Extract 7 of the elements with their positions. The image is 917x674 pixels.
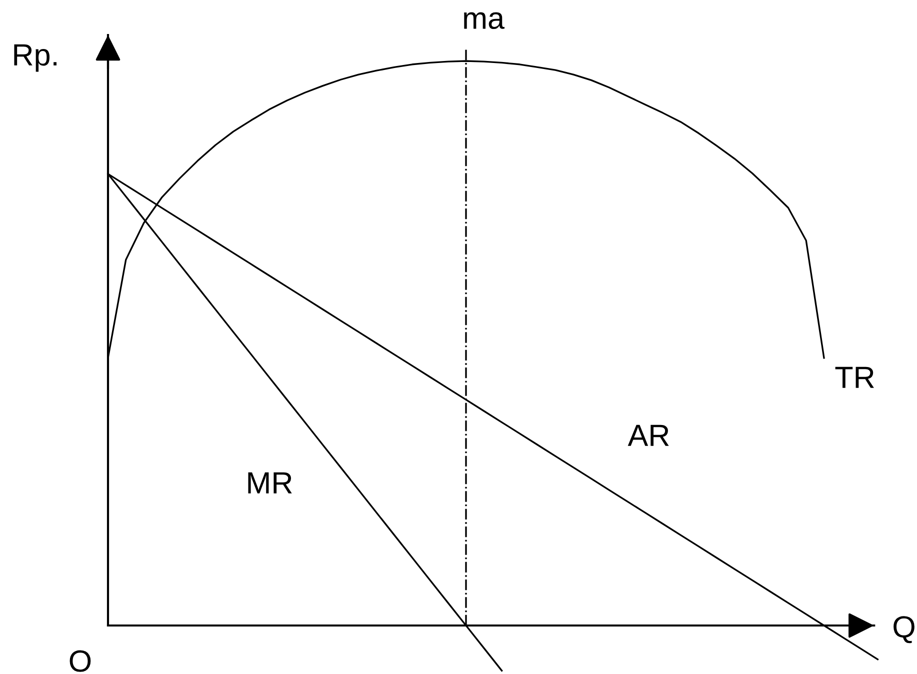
text: ma [464,12,505,29]
y-axis-title: Rp. [14,44,56,72]
text: O [70,650,91,672]
x-axis-title: Q [894,616,914,644]
series-label: AR [628,424,669,446]
series-label: TR [835,366,874,388]
series-label: MR [248,472,292,494]
